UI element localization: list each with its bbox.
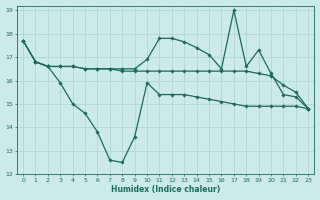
X-axis label: Humidex (Indice chaleur): Humidex (Indice chaleur) bbox=[111, 185, 220, 194]
